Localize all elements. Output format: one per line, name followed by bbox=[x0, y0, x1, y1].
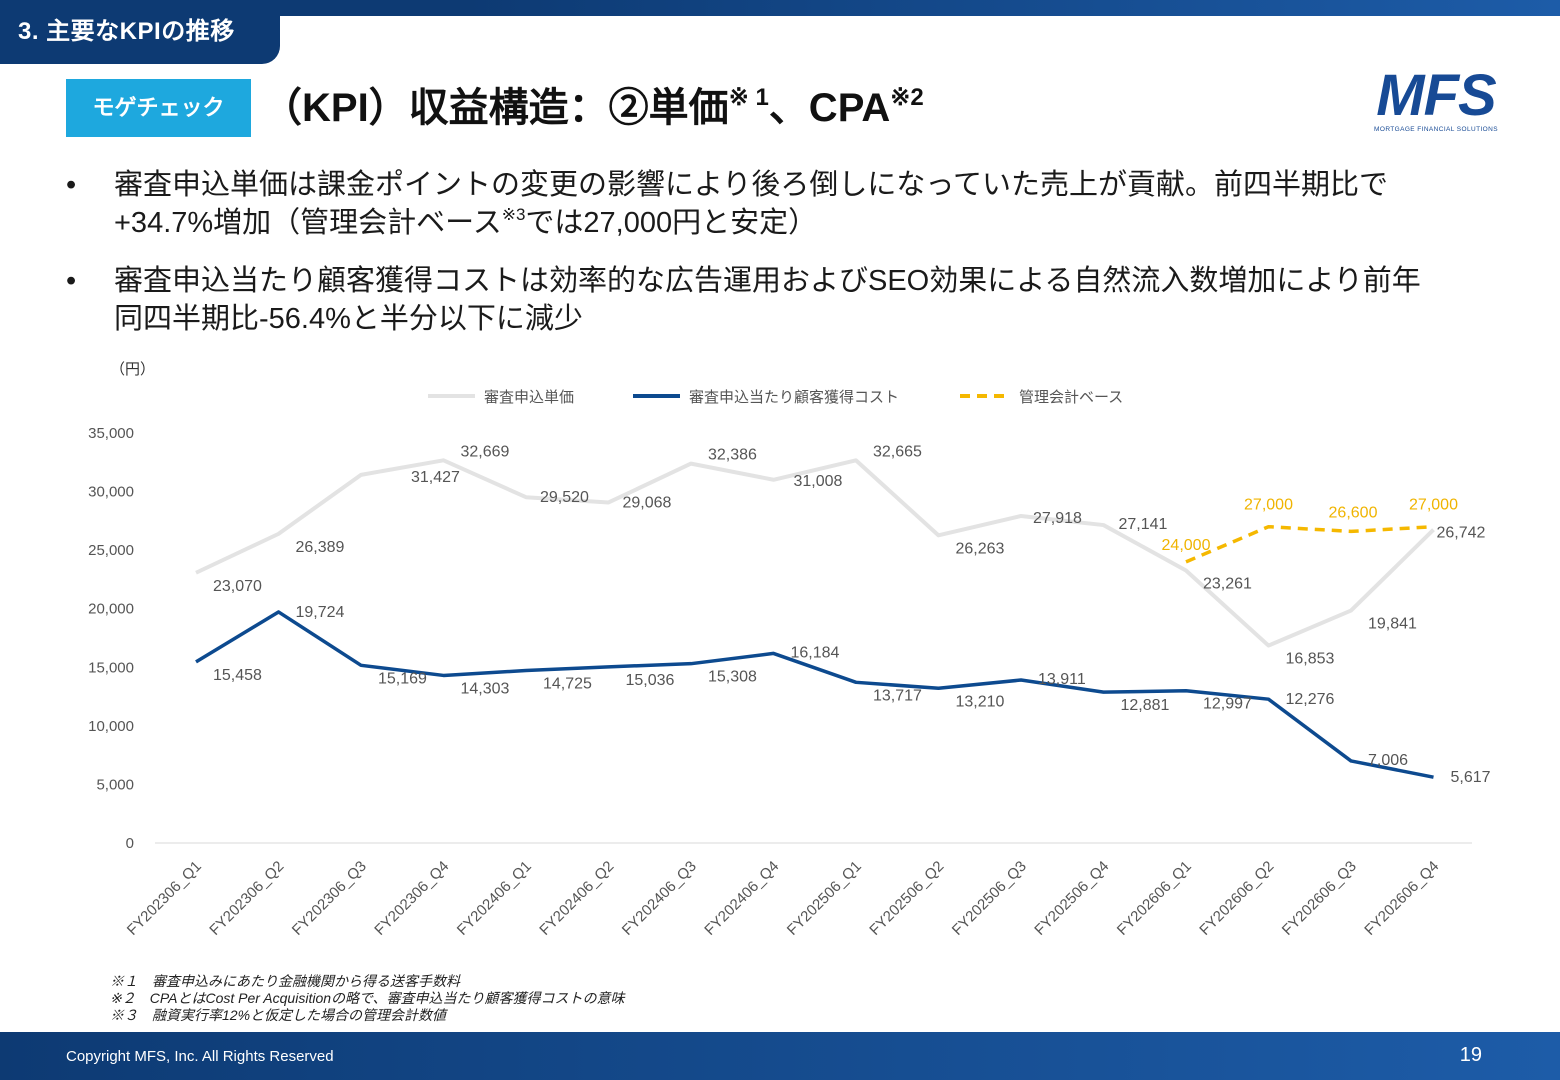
y-tick-label: 25,000 bbox=[88, 542, 134, 559]
y-tick-label: 30,000 bbox=[88, 484, 134, 501]
data-label-s2: 12,276 bbox=[1286, 691, 1335, 708]
data-label-s1: 26,263 bbox=[956, 540, 1005, 557]
x-tick-label: FY202406_Q1 bbox=[454, 858, 535, 939]
title-note1: ※ 1 bbox=[728, 84, 769, 111]
data-label-s1: 31,427 bbox=[411, 469, 460, 486]
data-label-s2: 15,036 bbox=[626, 672, 675, 689]
y-tick-label: 15,000 bbox=[88, 659, 134, 676]
x-tick-label: FY202506_Q3 bbox=[949, 858, 1030, 939]
series-line-2 bbox=[195, 610, 1434, 779]
data-label-s1: 27,141 bbox=[1119, 516, 1168, 533]
section-tab: 3. 主要なKPIの推移 bbox=[0, 0, 280, 64]
data-label-s3: 24,000 bbox=[1162, 537, 1211, 554]
data-label-s1: 26,742 bbox=[1437, 525, 1486, 542]
x-tick-label: FY202506_Q2 bbox=[866, 858, 947, 939]
page-title: （KPI）収益構造：②単価※ 1、CPA※2 bbox=[262, 78, 924, 138]
y-tick-label: 0 bbox=[126, 835, 134, 852]
bullet-2-line1: 審査申込当たり顧客獲得コストは効率的な広告運用およびSEO効果による自然流入数増… bbox=[114, 265, 1421, 297]
data-label-s1: 16,853 bbox=[1286, 651, 1335, 668]
mfs-logo: MFS MORTGAGE FINANCIAL SOLUTIONS bbox=[1366, 66, 1506, 142]
bullet-2-line2: 同四半期比-56.4%と半分以下に減少 bbox=[114, 303, 583, 335]
data-label-s1: 23,070 bbox=[213, 578, 262, 595]
copyright: Copyright MFS, Inc. All Rights Reserved bbox=[66, 1048, 334, 1065]
x-tick-label: FY202306_Q4 bbox=[371, 858, 452, 939]
product-badge: モゲチェック bbox=[66, 79, 251, 137]
data-label-s3: 27,000 bbox=[1244, 497, 1293, 514]
title-note2: ※2 bbox=[890, 84, 924, 111]
data-label-s2: 7,006 bbox=[1368, 752, 1408, 769]
series-line-1 bbox=[195, 458, 1435, 648]
data-label-s2: 16,184 bbox=[791, 644, 840, 661]
logo-tagline: MORTGAGE FINANCIAL SOLUTIONS bbox=[1374, 126, 1498, 133]
y-unit-label: （円） bbox=[110, 361, 155, 378]
bullet-item-1: • 審査申込単価は課金ポイントの変更の影響により後ろ倒しになっていた売上が貢献。… bbox=[66, 166, 1506, 242]
footnote-3: ※３ 融資実行率12%と仮定した場合の管理会計数値 bbox=[110, 1007, 447, 1023]
x-tick-label: FY202606_Q4 bbox=[1361, 858, 1442, 939]
data-label-s2: 15,169 bbox=[378, 670, 427, 687]
data-label-s1: 29,068 bbox=[623, 494, 672, 511]
x-tick-label: FY202506_Q1 bbox=[784, 858, 865, 939]
data-label-s1: 27,918 bbox=[1033, 510, 1082, 527]
data-label-s2: 14,725 bbox=[543, 676, 592, 693]
bullet-1-line2b: では27,000円と安定） bbox=[525, 207, 818, 239]
legend-label-3: 管理会計ベース bbox=[1019, 389, 1123, 406]
bullet-item-2: • 審査申込当たり顧客獲得コストは効率的な広告運用およびSEO効果による自然流入… bbox=[66, 262, 1506, 338]
data-label-s1: 19,841 bbox=[1368, 616, 1417, 633]
page-number: 19 bbox=[1459, 1044, 1482, 1066]
legend-label-1: 審査申込単価 bbox=[484, 389, 574, 406]
data-label-s1: 32,669 bbox=[461, 443, 510, 460]
data-label-s1: 32,386 bbox=[708, 447, 757, 464]
data-label-s1: 31,008 bbox=[794, 473, 843, 490]
bullet-marker: • bbox=[66, 169, 77, 201]
data-label-s2: 15,308 bbox=[708, 669, 757, 686]
data-label-s2: 19,724 bbox=[296, 604, 345, 621]
y-tick-label: 20,000 bbox=[88, 601, 134, 618]
footnote-1: ※１ 審査申込みにあたり金融機関から得る送客手数料 bbox=[110, 973, 460, 989]
data-label-s2: 13,911 bbox=[1038, 671, 1086, 688]
title-mid: 、CPA bbox=[768, 86, 891, 130]
x-tick-label: FY202606_Q1 bbox=[1114, 858, 1195, 939]
x-tick-label: FY202406_Q4 bbox=[701, 858, 782, 939]
data-label-s1: 32,665 bbox=[873, 443, 922, 460]
x-tick-label: FY202406_Q2 bbox=[536, 858, 617, 939]
y-tick-label: 35,000 bbox=[88, 425, 134, 442]
x-tick-label: FY202406_Q3 bbox=[619, 858, 700, 939]
x-tick-label: FY202506_Q4 bbox=[1031, 858, 1112, 939]
footer: Copyright MFS, Inc. All Rights Reserved … bbox=[0, 1032, 1560, 1080]
footnote-2: ※２ CPAとはCost Per Acquisitionの略で、審査申込当たり顧… bbox=[110, 990, 625, 1006]
series-line-3 bbox=[1185, 524, 1434, 564]
bullet-list: • 審査申込単価は課金ポイントの変更の影響により後ろ倒しになっていた売上が貢献。… bbox=[66, 166, 1506, 358]
title-main: （KPI）収益構造：②単価 bbox=[262, 86, 729, 130]
data-label-s1: 23,261 bbox=[1203, 576, 1252, 593]
bullet-1-note: ※3 bbox=[501, 205, 526, 224]
data-label-s3: 27,000 bbox=[1409, 497, 1458, 514]
x-tick-label: FY202606_Q3 bbox=[1279, 858, 1360, 939]
bullet-1-line2a: +34.7%増加（管理会計ベース bbox=[114, 207, 502, 239]
data-label-s2: 15,458 bbox=[213, 667, 262, 684]
x-tick-label: FY202306_Q1 bbox=[124, 858, 205, 939]
bullet-1-line1: 審査申込単価は課金ポイントの変更の影響により後ろ倒しになっていた売上が貢献。前四… bbox=[114, 169, 1388, 201]
bullet-marker: • bbox=[66, 265, 77, 297]
data-label-s3: 26,600 bbox=[1329, 504, 1378, 521]
logo-text: MFS bbox=[1376, 63, 1496, 128]
y-tick-label: 5,000 bbox=[96, 776, 134, 793]
kpi-line-chart: （円） 0 5,000 10,000 15,000 20,000 25,000 30,000 3… bbox=[88, 361, 1491, 939]
x-tick-label: FY202606_Q2 bbox=[1196, 858, 1277, 939]
data-label-s2: 5,617 bbox=[1451, 769, 1491, 786]
data-label-s2: 12,881 bbox=[1121, 697, 1170, 714]
legend-label-2: 審査申込当たり顧客獲得コスト bbox=[689, 389, 899, 406]
data-label-s2: 13,210 bbox=[956, 693, 1005, 710]
data-label-s2: 12,997 bbox=[1203, 696, 1252, 713]
data-label-s1: 26,389 bbox=[296, 539, 345, 556]
x-tick-label: FY202306_Q3 bbox=[289, 858, 370, 939]
data-label-s2: 14,303 bbox=[461, 680, 510, 697]
data-label-s1: 29,520 bbox=[540, 489, 589, 506]
data-label-s2: 13,717 bbox=[873, 687, 922, 704]
footnotes: ※１ 審査申込みにあたり金融機関から得る送客手数料 ※２ CPAとはCost P… bbox=[110, 973, 624, 1024]
top-bar bbox=[0, 0, 1560, 16]
y-tick-label: 10,000 bbox=[88, 718, 134, 735]
x-tick-label: FY202306_Q2 bbox=[206, 858, 287, 939]
